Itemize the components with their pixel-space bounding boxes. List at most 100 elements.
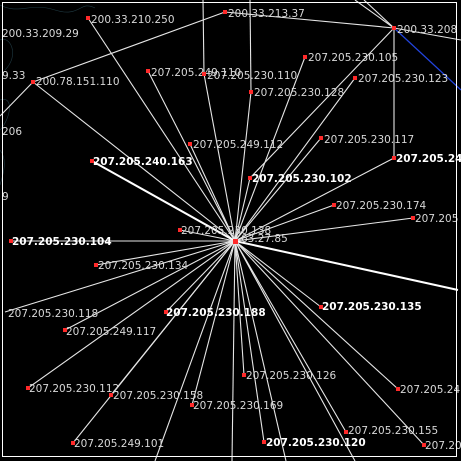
graph-node[interactable]: 207.205.230.102 xyxy=(248,173,352,185)
node-marker[interactable] xyxy=(396,387,400,391)
node-label: 207.205.230.126 xyxy=(246,370,336,382)
node-marker[interactable] xyxy=(411,216,415,220)
graph-node[interactable]: 207.205.230.169 xyxy=(190,400,283,412)
graph-node[interactable]: 207.205.230.134 xyxy=(94,260,188,272)
node-marker[interactable] xyxy=(332,203,336,207)
edge xyxy=(393,27,461,41)
node-marker[interactable] xyxy=(319,136,323,140)
graph-node[interactable]: 207.205 xyxy=(411,213,458,225)
graph-node[interactable]: 200.33.208 xyxy=(392,24,457,36)
graph-node[interactable]: 207.205.230.126 xyxy=(242,370,336,382)
node-marker[interactable] xyxy=(249,90,253,94)
graph-node[interactable]: 207.205.230.135 xyxy=(319,301,422,313)
edge xyxy=(202,0,205,75)
hub-marker[interactable] xyxy=(233,239,238,244)
graph-node[interactable]: 207.205.230.123 xyxy=(353,73,448,85)
edge xyxy=(231,240,236,461)
graph-node[interactable]: 207.20 xyxy=(422,440,461,452)
node-marker[interactable] xyxy=(303,55,307,59)
graph-node[interactable]: 207.205.230.118 xyxy=(8,308,98,320)
node-label: 207.205.24 xyxy=(400,384,460,396)
graph-node[interactable]: 9 xyxy=(2,191,9,203)
node-label: 207.205.230.135 xyxy=(322,301,422,313)
graph-node[interactable]: 207.205.249.110 xyxy=(146,67,241,79)
edge xyxy=(234,91,252,242)
edge xyxy=(224,11,395,29)
node-marker[interactable] xyxy=(248,176,252,180)
node-marker[interactable] xyxy=(422,443,426,447)
graph-node[interactable]: 207.205.249.101 xyxy=(71,438,164,450)
graph-node[interactable]: 200.78.151.110 xyxy=(31,76,120,88)
edge xyxy=(234,217,414,242)
node-label: 207.205.230.117 xyxy=(324,134,414,146)
graph-node[interactable]: 207.205.230.110 xyxy=(202,70,297,82)
edge xyxy=(234,157,395,242)
node-marker[interactable] xyxy=(26,386,30,390)
node-label: 207.205.230.118 xyxy=(8,308,98,320)
node-marker[interactable] xyxy=(392,156,396,160)
edge xyxy=(32,11,226,83)
graph-node[interactable]: 207.205.230.120 xyxy=(262,437,366,449)
graph-node[interactable]: 200.33.213.37 xyxy=(223,8,305,20)
node-marker[interactable] xyxy=(146,69,150,73)
graph-node[interactable]: 207.205.240.163 xyxy=(90,156,193,168)
edge xyxy=(95,240,236,266)
node-label: 207.20 xyxy=(425,440,461,452)
node-marker[interactable] xyxy=(188,142,192,146)
node-marker[interactable] xyxy=(190,403,194,407)
graph-node[interactable]: 207.205.24 xyxy=(396,384,460,396)
graph-node[interactable]: 200.33.210.250 xyxy=(86,14,175,26)
graph-node[interactable]: 207.205.230.138 xyxy=(178,225,271,237)
graph-node[interactable]: 207.205.230.128 xyxy=(249,87,344,99)
node-marker[interactable] xyxy=(94,263,98,267)
hub-node[interactable]: 63.27.85 xyxy=(233,233,288,245)
node-label: 207.205.230.120 xyxy=(266,437,366,449)
node-marker[interactable] xyxy=(90,159,94,163)
node-marker[interactable] xyxy=(242,373,246,377)
node-label: 200.33.209.29 xyxy=(2,28,79,40)
edge xyxy=(234,240,347,433)
node-marker[interactable] xyxy=(392,26,396,30)
node-marker[interactable] xyxy=(109,393,113,397)
graph-node[interactable]: 207.205.230.188 xyxy=(164,307,266,319)
graph-node[interactable]: 207.205.230.117 xyxy=(319,134,414,146)
node-marker[interactable] xyxy=(164,310,168,314)
graph-node[interactable]: 207.205.230.104 xyxy=(9,236,112,248)
node-marker[interactable] xyxy=(178,228,182,232)
node-marker[interactable] xyxy=(344,430,348,434)
node-marker[interactable] xyxy=(202,72,206,76)
graph-node[interactable]: 206 xyxy=(2,126,22,138)
graph-node[interactable]: 207.205.249.117 xyxy=(63,326,156,338)
node-label: 9.33 xyxy=(2,70,25,82)
node-label: 207.205.230.104 xyxy=(12,236,112,248)
edge xyxy=(234,240,425,446)
graph-node[interactable]: 207.205.230.112 xyxy=(26,383,119,395)
graph-node[interactable]: 207.205.230.105 xyxy=(303,52,398,64)
node-marker[interactable] xyxy=(71,441,75,445)
edge xyxy=(234,56,306,242)
node-marker[interactable] xyxy=(63,328,67,332)
graph-node[interactable]: 207.205.230.158 xyxy=(109,390,203,402)
node-marker[interactable] xyxy=(262,440,266,444)
node-label: 9 xyxy=(2,191,9,203)
node-marker[interactable] xyxy=(86,16,90,20)
edge xyxy=(4,240,236,313)
node-marker[interactable] xyxy=(319,305,323,309)
graph-node[interactable]: 200.33.209.29 xyxy=(2,28,79,40)
edge xyxy=(87,17,236,242)
edge xyxy=(354,0,395,29)
graph-node[interactable]: 207.205.24 xyxy=(392,153,461,165)
node-marker[interactable] xyxy=(9,239,13,243)
node-marker[interactable] xyxy=(353,76,357,80)
graph-node[interactable]: 9.33 xyxy=(2,70,25,82)
node-marker[interactable] xyxy=(31,80,35,84)
graph-node[interactable]: 207.205.249.112 xyxy=(188,139,283,151)
node-marker[interactable] xyxy=(223,10,227,14)
node-label: 200.33.210.250 xyxy=(91,14,175,26)
edge xyxy=(154,240,236,461)
graph-node[interactable]: 207.205.230.155 xyxy=(344,425,438,437)
edge xyxy=(27,240,236,389)
graph-node[interactable]: 207.205.230.174 xyxy=(332,200,426,212)
